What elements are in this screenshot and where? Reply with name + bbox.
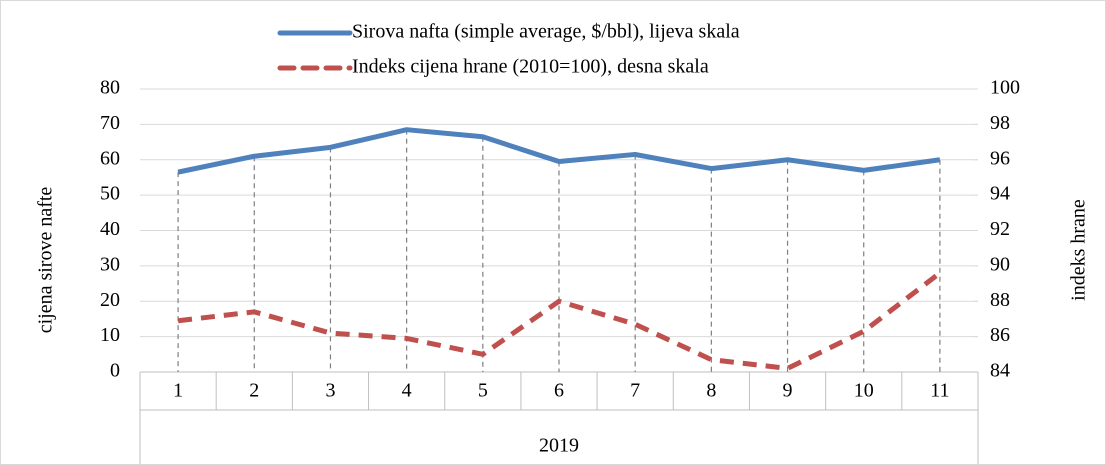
y-tick-label: 50 bbox=[100, 183, 120, 205]
x-tick-label: 8 bbox=[706, 380, 716, 402]
y-tick-label: 10 bbox=[100, 324, 120, 346]
y2-tick-label: 90 bbox=[990, 253, 1010, 275]
y2-tick-label: 84 bbox=[990, 360, 1010, 382]
y2-tick-label: 86 bbox=[990, 324, 1010, 346]
y-tick-label: 30 bbox=[100, 253, 120, 275]
y2-tick-label: 96 bbox=[990, 147, 1010, 169]
y-tick-label: 20 bbox=[100, 289, 120, 311]
y2-axis-title: indeks hrane bbox=[1068, 199, 1090, 301]
y-axis-title: cijena sirove nafte bbox=[35, 187, 57, 334]
group-label: 2019 bbox=[539, 435, 579, 457]
legend-label: Indeks cijena hrane (2010=100), desna sk… bbox=[352, 56, 709, 78]
y2-tick-label: 88 bbox=[990, 289, 1010, 311]
x-tick-label: 6 bbox=[554, 380, 564, 402]
y-tick-label: 80 bbox=[100, 77, 120, 99]
legend-label: Sirova nafta (simple average, $/bbl), li… bbox=[352, 21, 740, 43]
x-tick-label: 5 bbox=[478, 380, 488, 402]
y-tick-label: 40 bbox=[100, 218, 120, 240]
series-line bbox=[177, 127, 941, 175]
series-line bbox=[177, 270, 942, 371]
y2-tick-label: 98 bbox=[990, 112, 1010, 134]
x-tick-label: 3 bbox=[325, 380, 335, 402]
y-tick-label: 70 bbox=[100, 112, 120, 134]
y2-tick-label: 100 bbox=[990, 77, 1020, 99]
x-tick-label: 2 bbox=[249, 380, 259, 402]
x-tick-label: 11 bbox=[930, 380, 949, 402]
x-tick-label: 10 bbox=[854, 380, 874, 402]
x-tick-label: 1 bbox=[173, 380, 183, 402]
y2-tick-label: 94 bbox=[990, 183, 1010, 205]
x-tick-label: 9 bbox=[783, 380, 793, 402]
y2-tick-label: 92 bbox=[990, 218, 1010, 240]
y-tick-label: 0 bbox=[110, 360, 120, 382]
x-tick-label: 7 bbox=[630, 380, 640, 402]
y-tick-label: 60 bbox=[100, 147, 120, 169]
x-tick-label: 4 bbox=[402, 380, 412, 402]
